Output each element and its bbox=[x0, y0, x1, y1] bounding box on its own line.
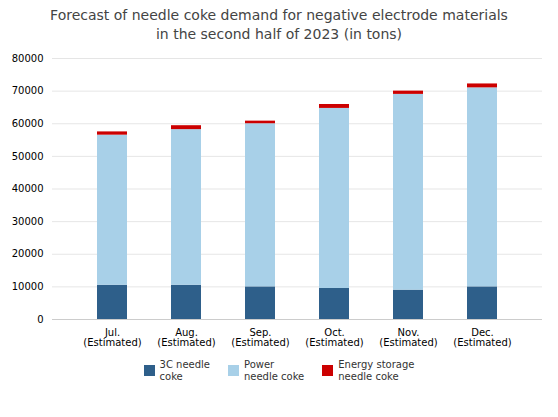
svg-text:60000: 60000 bbox=[12, 118, 44, 129]
svg-text:50000: 50000 bbox=[12, 150, 44, 161]
html-text:Power needle coke: Power needle coke bbox=[244, 358, 305, 382]
svg-text:0: 0 bbox=[37, 313, 43, 324]
svg-text:Nov.(Estimated): Nov.(Estimated) bbox=[379, 326, 437, 347]
svg-text:20000: 20000 bbox=[12, 248, 44, 259]
html-text:Forecast of needle coke demand: Forecast of needle coke demand for negat… bbox=[50, 7, 508, 42]
html-text:3C needle coke: 3C needle coke bbox=[159, 358, 210, 382]
svg-text:30000: 30000 bbox=[12, 216, 44, 227]
svg-text:Sep.(Estimated): Sep.(Estimated) bbox=[231, 326, 289, 347]
svg-text:Jul.(Estimated): Jul.(Estimated) bbox=[83, 326, 141, 347]
svg-text:70000: 70000 bbox=[12, 85, 44, 96]
html-text:Energy storage needle coke: Energy storage needle coke bbox=[338, 358, 415, 382]
svg-text:Aug.(Estimated): Aug.(Estimated) bbox=[157, 326, 215, 347]
svg-text:Oct.(Estimated): Oct.(Estimated) bbox=[305, 326, 363, 347]
svg-text:40000: 40000 bbox=[12, 183, 44, 194]
svg-text:Dec.(Estimated): Dec.(Estimated) bbox=[453, 326, 511, 347]
svg-text:10000: 10000 bbox=[12, 281, 44, 292]
svg-text:80000: 80000 bbox=[12, 52, 44, 63]
